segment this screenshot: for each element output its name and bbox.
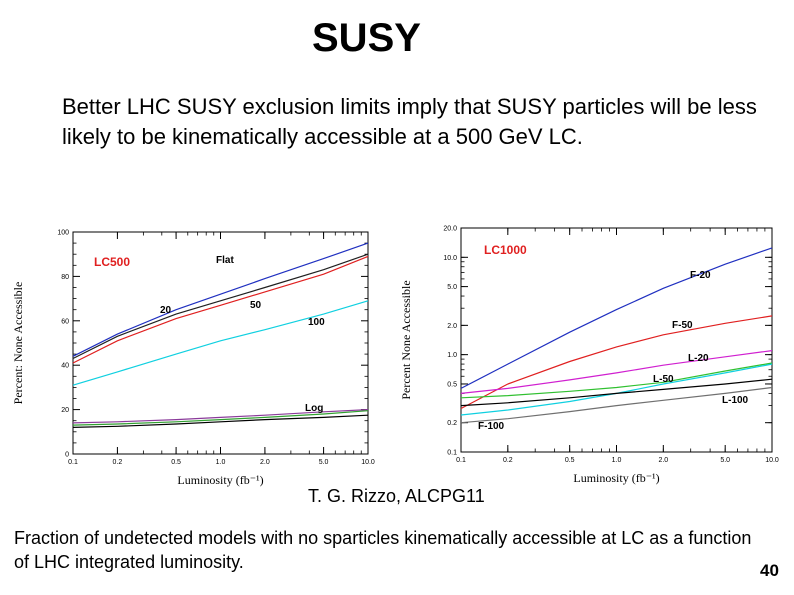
series-line-l-50 bbox=[460, 362, 773, 399]
chart-lc1000-svg: 0.1 0.2 0.5 1.0 2.0 5.0 10.0 0.1 0.2 0.5 1.0 2.0 5.0… bbox=[399, 226, 779, 486]
x-tick-label: 5.0 bbox=[319, 459, 329, 466]
series-label-l-20: L-20 bbox=[688, 353, 709, 364]
panel-label: LC1000 bbox=[484, 243, 527, 257]
series-line-unlabeled bbox=[72, 410, 369, 426]
series-line-l-100 bbox=[460, 378, 773, 407]
x-tick-label: 1.0 bbox=[612, 457, 622, 464]
y-tick-label: 40 bbox=[61, 363, 69, 370]
y-tick-label: 60 bbox=[61, 318, 69, 325]
series-label-100: 100 bbox=[308, 317, 325, 328]
x-tick-label: 5.0 bbox=[720, 457, 730, 464]
y-tick-label: 10.0 bbox=[443, 255, 457, 262]
series-line-f-20 bbox=[460, 247, 773, 389]
y-axis-label: Percent None Accessible bbox=[399, 280, 413, 399]
series-label-log: Log bbox=[305, 403, 323, 414]
y-tick-label: 100 bbox=[57, 230, 69, 237]
series-line-l-20 bbox=[460, 350, 773, 394]
chart-lc500: 0.1 0.2 0.5 1.0 2.0 5.0 10.0 0 20 40 60 80 100 Lumino… bbox=[8, 222, 380, 490]
x-tick-label: 0.1 bbox=[68, 459, 78, 466]
credit-text: T. G. Rizzo, ALCPG11 bbox=[308, 486, 485, 506]
caption-text: Fraction of undetected models with no sp… bbox=[14, 528, 752, 572]
y-tick-label: 0.2 bbox=[447, 420, 457, 427]
x-axis-label: Luminosity (fb⁻¹) bbox=[177, 473, 263, 487]
y-axis-label: Percent: None Accessible bbox=[11, 282, 25, 405]
y-tick-label: 0.1 bbox=[447, 450, 457, 457]
slide-title: SUSY bbox=[312, 16, 421, 60]
x-tick-label: 0.2 bbox=[503, 457, 513, 464]
series-line-unlabeled bbox=[460, 363, 773, 416]
y-tick-label: 20.0 bbox=[443, 226, 457, 233]
series-line-100 bbox=[72, 300, 369, 386]
series-line-flat bbox=[72, 242, 369, 357]
series-label-f-100: F-100 bbox=[478, 421, 505, 432]
series-label-50: 50 bbox=[250, 300, 262, 311]
series-line-50 bbox=[72, 255, 369, 364]
y-tick-label: 2.0 bbox=[447, 323, 457, 330]
series-label-l-50: L-50 bbox=[653, 374, 674, 385]
x-tick-label: 10.0 bbox=[765, 457, 779, 464]
x-tick-label: 0.5 bbox=[565, 457, 575, 464]
x-tick-label: 2.0 bbox=[260, 459, 270, 466]
panel-label: LC500 bbox=[94, 255, 130, 269]
x-axis-label: Luminosity (fb⁻¹) bbox=[573, 471, 659, 485]
series-line-f-50 bbox=[460, 315, 773, 410]
y-tick-label: 0 bbox=[65, 452, 69, 459]
x-tick-label: 0.1 bbox=[456, 457, 466, 464]
chart-lc500-svg: 0.1 0.2 0.5 1.0 2.0 5.0 10.0 0 20 40 60 80 100 Lumino… bbox=[11, 230, 375, 488]
page-number: 40 bbox=[760, 561, 779, 580]
series-line-f-100 bbox=[460, 386, 773, 424]
x-tick-label: 1.0 bbox=[216, 459, 226, 466]
y-tick-label: 80 bbox=[61, 274, 69, 281]
x-tick-label: 0.2 bbox=[113, 459, 123, 466]
series-line-unlabeled bbox=[72, 414, 369, 428]
series-label-f-50: F-50 bbox=[672, 320, 693, 331]
chart-lc1000: 0.1 0.2 0.5 1.0 2.0 5.0 10.0 0.1 0.2 0.5 1.0 2.0 5.0… bbox=[398, 218, 788, 490]
series-label-l-100: L-100 bbox=[722, 395, 749, 406]
y-tick-label: 5.0 bbox=[447, 284, 457, 291]
series-label-20: 20 bbox=[160, 305, 172, 316]
series-line-20 bbox=[72, 253, 369, 360]
series-label-flat: Flat bbox=[216, 255, 234, 266]
intro-text: Better LHC SUSY exclusion limits imply t… bbox=[62, 94, 757, 149]
x-tick-label: 10.0 bbox=[361, 459, 375, 466]
y-tick-label: 0.5 bbox=[447, 381, 457, 388]
series-label-f-20: F-20 bbox=[690, 270, 711, 281]
y-tick-label: 1.0 bbox=[447, 352, 457, 359]
x-tick-label: 0.5 bbox=[171, 459, 181, 466]
x-tick-label: 2.0 bbox=[658, 457, 668, 464]
y-tick-label: 20 bbox=[61, 407, 69, 414]
series-line-log bbox=[72, 409, 369, 424]
